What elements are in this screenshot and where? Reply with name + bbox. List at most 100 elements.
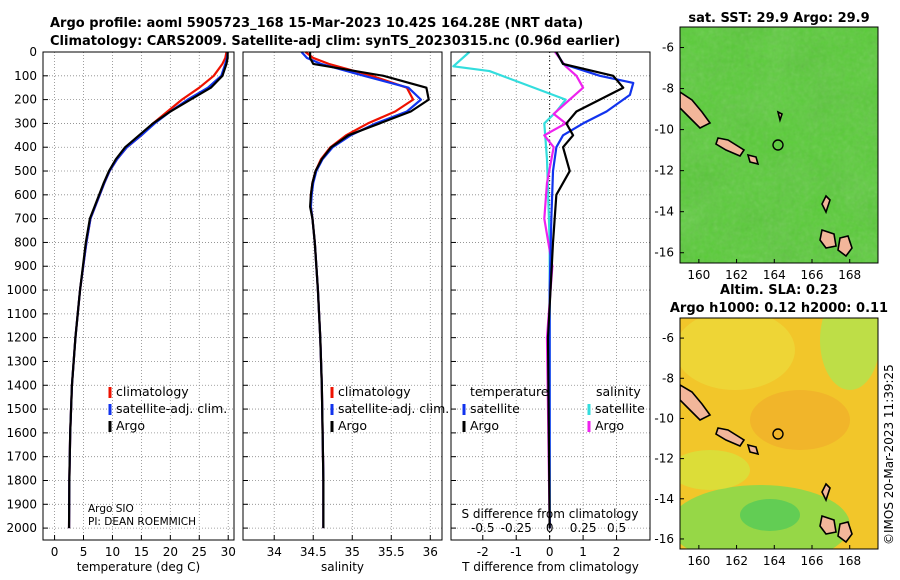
x-tick-label: 34.5	[300, 545, 327, 559]
map-y-tick-label: -14	[654, 205, 674, 219]
map-y-tick-label: -16	[654, 532, 674, 546]
map-x-tick-label: 160	[687, 268, 710, 282]
x-tick-label: 30	[221, 545, 236, 559]
plot-frame	[450, 51, 651, 541]
map-x-tick-label: 162	[725, 554, 748, 568]
s-tick-label: 0.5	[607, 521, 626, 535]
sla-float-marker	[772, 428, 784, 440]
sla-field-feature	[680, 318, 795, 390]
x-tick-label: 34	[267, 545, 282, 559]
series-line-t-satellite	[548, 51, 635, 529]
salinity-panel: 34 34.5 35 35.5 36 salinity climatology satelli…	[242, 51, 449, 574]
sla-field-feature	[680, 450, 750, 490]
x-tick-label: 1	[579, 545, 587, 559]
y-tick-label: 1500	[6, 402, 37, 416]
y-tick-label: 1400	[6, 378, 37, 392]
map-y-tick-label: -12	[654, 164, 674, 178]
y-tick-label: 0	[29, 45, 37, 59]
map-y-tick-label: -16	[654, 246, 674, 260]
y-tick-label: 1700	[6, 450, 37, 464]
x-tick-label: 10	[105, 545, 120, 559]
figure-title-line1: Argo profile: aoml 5905723_168 15-Mar-20…	[50, 16, 583, 31]
x-tick-label: -2	[477, 545, 489, 559]
x-axis-label: T difference from climatology	[461, 560, 639, 574]
plot-frame	[42, 51, 235, 541]
figure-title-line2: Climatology: CARS2009. Satellite-adj cli…	[50, 34, 620, 49]
sst-map-frame	[679, 26, 879, 264]
x-tick-label: 2	[613, 545, 621, 559]
y-tick-label: 1300	[6, 354, 37, 368]
legend-label: Argo	[338, 418, 367, 433]
legend-label: satellite-adj. clim.	[338, 401, 449, 416]
sla-field-feature	[750, 390, 850, 450]
map-y-tick-label: -6	[662, 331, 674, 345]
legend-title-salinity: salinity	[596, 384, 641, 399]
legend-label: climatology	[338, 384, 411, 399]
sla-map-subtitle: Argo h1000: 0.12 h2000: 0.11	[670, 301, 888, 316]
legend-title-temperature: temperature	[470, 384, 549, 399]
y-tick-label: 200	[14, 93, 37, 107]
map-y-tick-label: -14	[654, 492, 674, 506]
x-axis-label: temperature (deg C)	[77, 560, 200, 574]
map-x-tick-label: 168	[838, 268, 861, 282]
x-tick-label: 0	[546, 545, 554, 559]
map-x-tick-label: 164	[763, 268, 786, 282]
plot-frame	[242, 51, 443, 541]
x-tick-label: 15	[134, 545, 149, 559]
map-y-tick-label: -6	[662, 41, 674, 55]
y-tick-label: 800	[14, 235, 37, 249]
y-tick-label: 300	[14, 116, 37, 130]
legend-label: climatology	[116, 384, 189, 399]
map-x-tick-label: 168	[838, 554, 861, 568]
map-y-tick-label: -12	[654, 452, 674, 466]
map-x-tick-label: 160	[687, 554, 710, 568]
y-tick-label: 1000	[6, 283, 37, 297]
temperature-panel: 0100200300400500600700800900100011001200…	[6, 45, 235, 574]
x-tick-label: -1	[510, 545, 522, 559]
sst-float-marker	[772, 139, 784, 151]
legend-label: Argo	[116, 418, 145, 433]
x-axis-label: salinity	[321, 560, 364, 574]
y-tick-label: 1200	[6, 331, 37, 345]
series-line-argo	[67, 52, 229, 529]
y-tick-label: 2000	[6, 521, 37, 535]
map-x-tick-label: 164	[763, 554, 786, 568]
legend-label: satellite-adj. clim.	[116, 401, 227, 416]
y-tick-label: 1800	[6, 473, 37, 487]
map-x-tick-label: 166	[801, 268, 824, 282]
x-tick-label: 35.5	[378, 545, 405, 559]
s-tick-label: -0.5	[471, 521, 494, 535]
s-axis-label: S difference from climatology	[462, 507, 639, 521]
sst-islands	[680, 91, 853, 258]
s-tick-label: -0.25	[501, 521, 532, 535]
y-tick-label: 400	[14, 140, 37, 154]
copyright-label: ©IMOS 20-Mar-2023 11:39:25	[882, 364, 896, 545]
sla-map-title: Altim. SLA: 0.23	[720, 283, 838, 298]
map-x-tick-label: 162	[725, 268, 748, 282]
pi-label: PI: DEAN ROEMMICH	[88, 516, 196, 528]
sla-map-frame	[679, 317, 879, 550]
y-tick-label: 1100	[6, 307, 37, 321]
legend-label: satellite	[595, 401, 645, 416]
y-tick-label: 700	[14, 212, 37, 226]
x-tick-label: 36	[423, 545, 438, 559]
map-y-tick-label: -8	[662, 82, 674, 96]
plot-area	[243, 52, 442, 540]
y-tick-label: 900	[14, 259, 37, 273]
y-tick-label: 100	[14, 69, 37, 83]
s-tick-label: 0	[546, 521, 554, 535]
map-y-tick-label: -10	[654, 123, 674, 137]
map-y-tick-label: -8	[662, 371, 674, 385]
legend-label: Argo	[470, 418, 499, 433]
legend-label: satellite	[470, 401, 520, 416]
x-tick-label: 5	[80, 545, 88, 559]
sla-map-panel: Altim. SLA: 0.23 Argo h1000: 0.12 h2000:…	[654, 283, 888, 568]
map-x-tick-label: 166	[801, 554, 824, 568]
sst-map-panel: sat. SST: 29.9 Argo: 29.9 160 162 164 166 16…	[654, 11, 879, 282]
x-tick-label: 20	[163, 545, 178, 559]
x-tick-label: 25	[192, 545, 207, 559]
sla-field-feature	[820, 318, 878, 390]
institution-label: Argo SIO	[88, 503, 134, 515]
map-y-tick-label: -10	[654, 411, 674, 425]
